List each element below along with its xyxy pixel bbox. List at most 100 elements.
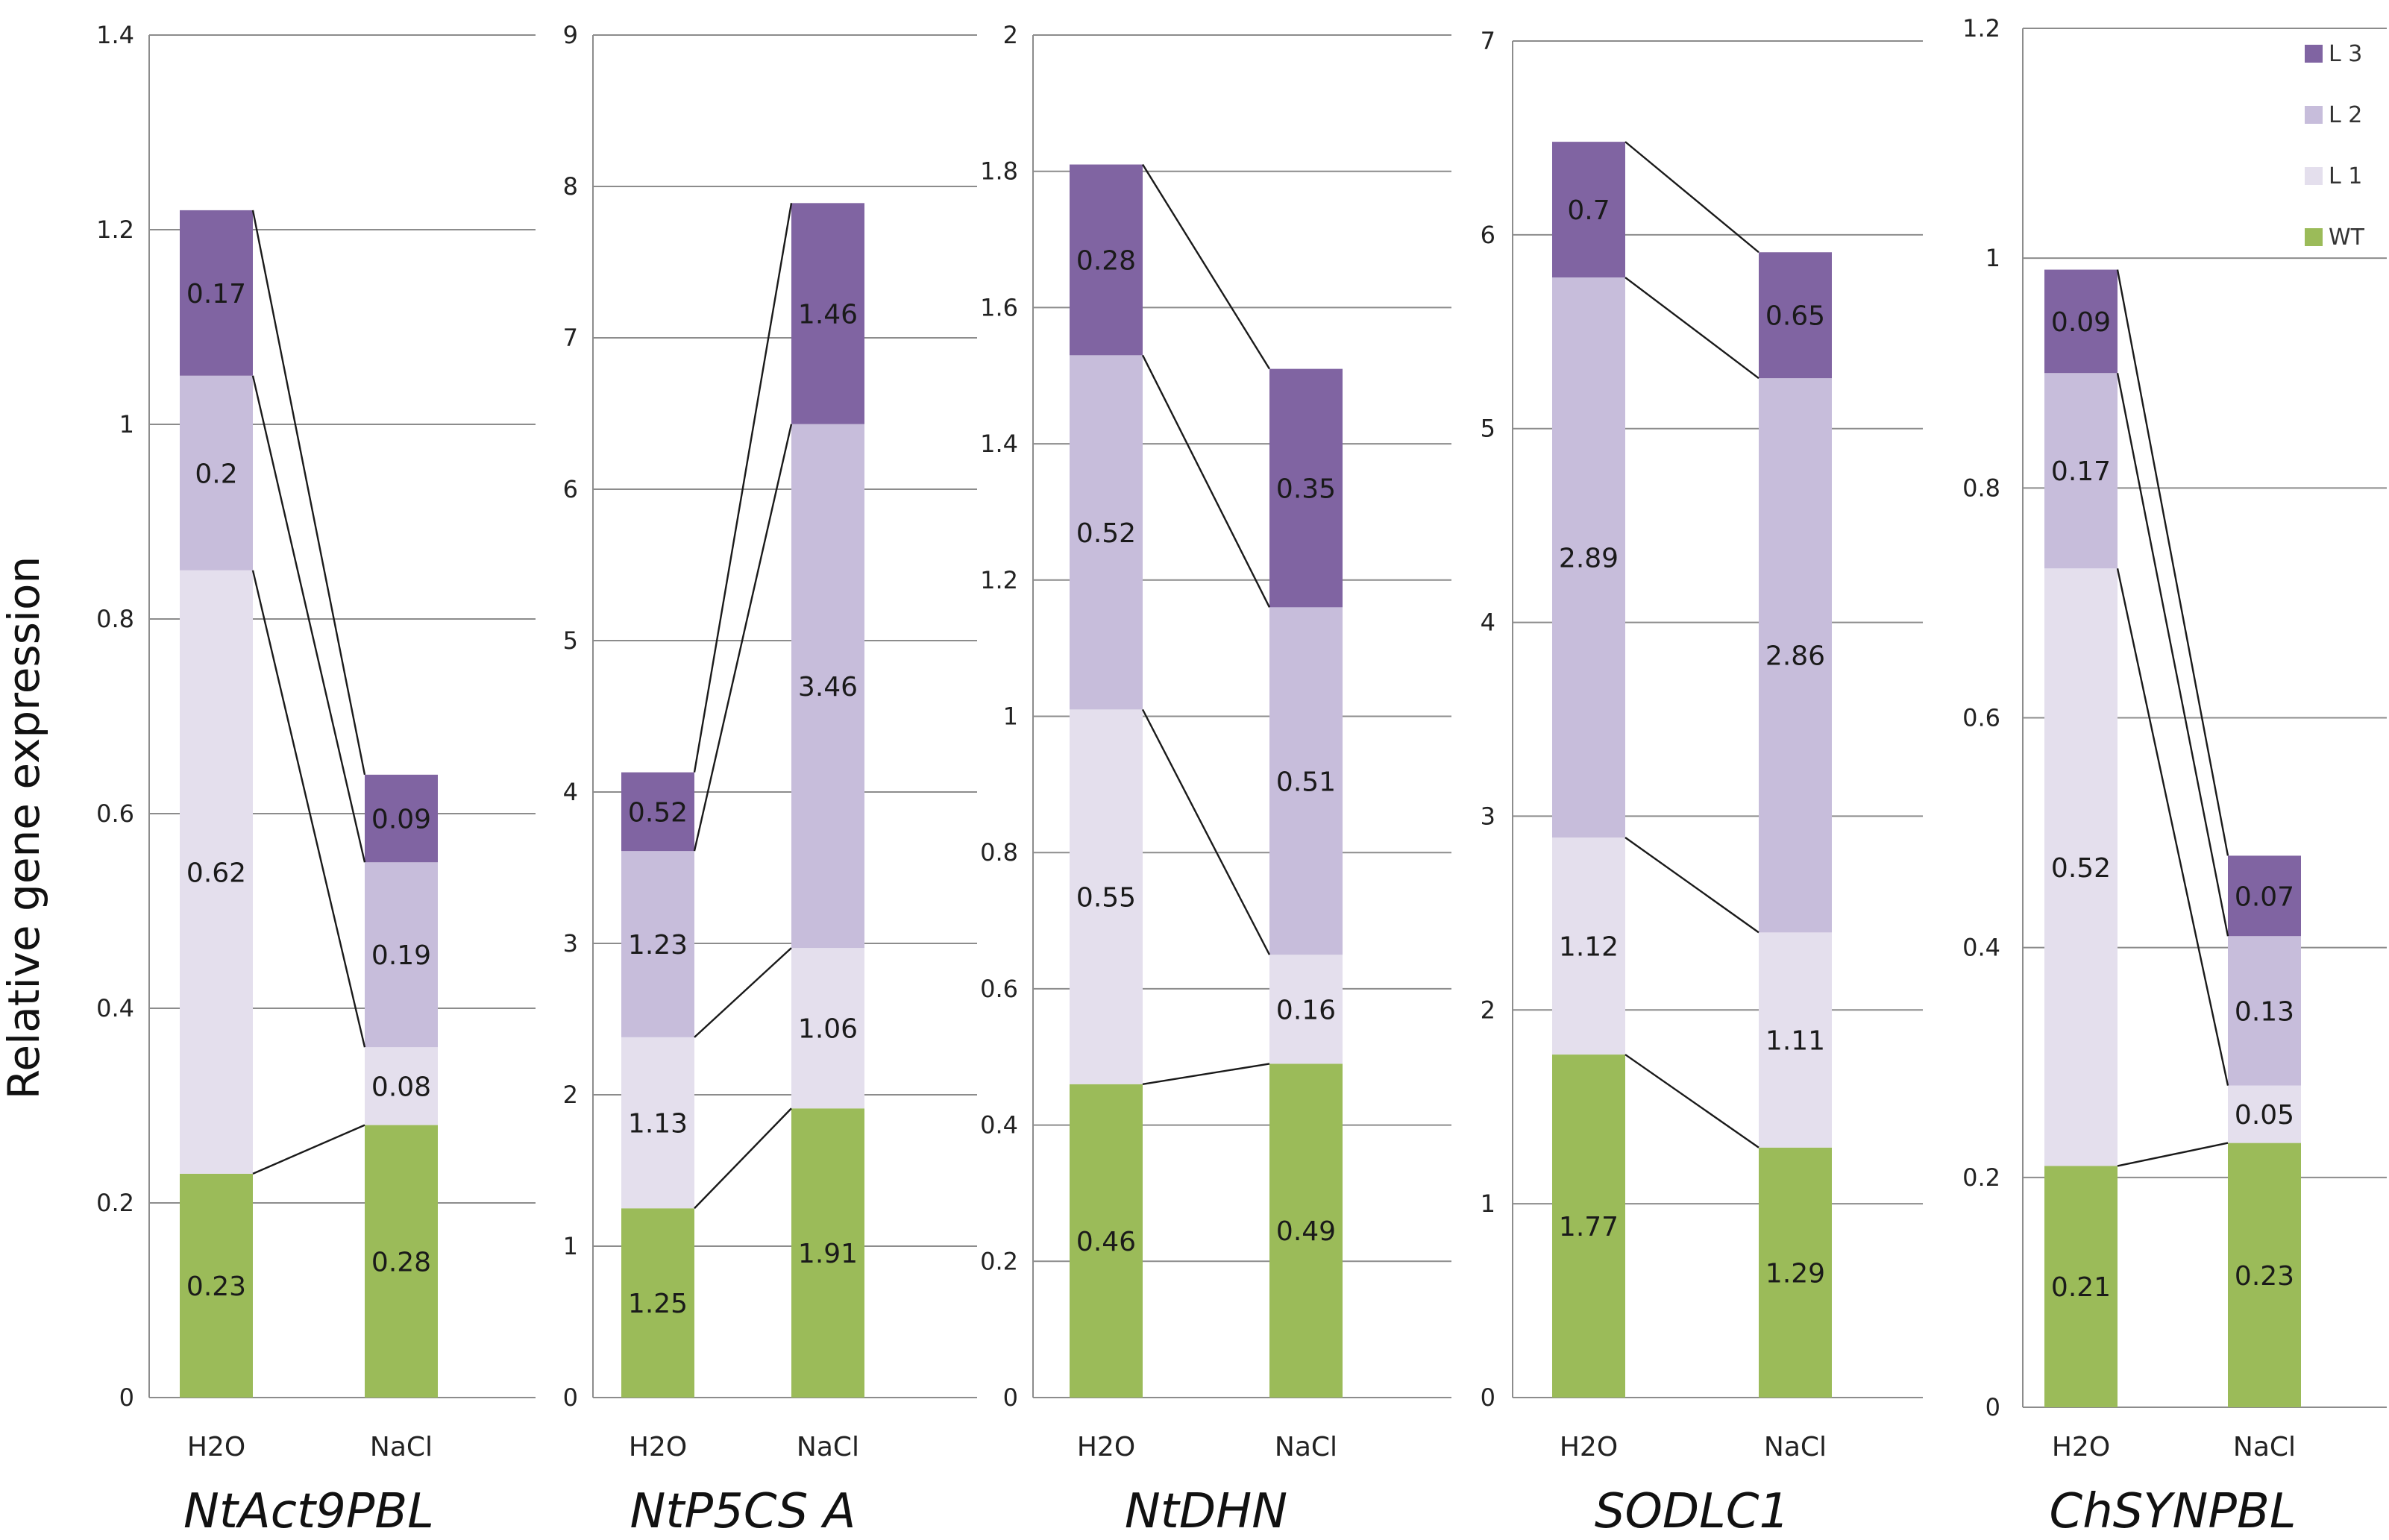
y-tick-label: 5 [1481, 415, 1495, 443]
y-tick-label: 0 [1985, 1393, 2000, 1421]
y-tick-label: 5 [563, 626, 578, 655]
connector-line [251, 210, 366, 776]
y-tick-label: 0.4 [980, 1111, 1018, 1140]
y-tick-label: 0.4 [96, 994, 134, 1022]
data-label: 0.09 [2051, 307, 2111, 338]
bar-segment-l3 [180, 210, 253, 376]
x-tick-label: H2O [1077, 1432, 1135, 1462]
data-label: 2.86 [1765, 641, 1825, 672]
y-tick-label: 0 [1481, 1383, 1495, 1412]
data-label: 0.7 [1567, 195, 1610, 226]
bar-segment-l1 [621, 1037, 694, 1209]
bar-segment-l2 [180, 375, 253, 571]
connector-line [2116, 269, 2229, 856]
data-label: 0.65 [1765, 301, 1825, 332]
y-tick-label: 4 [1481, 609, 1495, 637]
x-tick-label: NaCl [2233, 1432, 2296, 1462]
y-tick-label: 0.2 [980, 1247, 1018, 1275]
data-label: 1.77 [1559, 1212, 1619, 1242]
data-label: 0.16 [1276, 995, 1336, 1025]
bar-segment-l2 [1759, 378, 1832, 933]
bar-segment-wt [365, 1125, 438, 1398]
y-tick-label: 2 [1481, 996, 1495, 1024]
bar-segment-l3 [2228, 855, 2301, 937]
y-tick-label: 0.6 [1962, 704, 2000, 732]
data-label: 0.28 [1076, 245, 1136, 276]
panel-2: 0 1 2 3 4 5 6 7 8 9 1.25 1.13 1.23 0.52 1.91 1.06 3.46 1.… [563, 21, 977, 1539]
bar-segment-l2 [1269, 607, 1343, 955]
bar-segment-wt [1269, 1063, 1343, 1398]
connector-line [1141, 708, 1271, 955]
data-label: 0.19 [371, 940, 431, 971]
data-label: 0.13 [2235, 996, 2294, 1027]
y-tick-label: 1 [563, 1232, 578, 1260]
bar-segment-wt [2044, 1166, 2118, 1407]
y-tick-label: 7 [563, 324, 578, 352]
panel-4: 0 1 2 3 4 5 6 7 1.77 1.12 2.89 0.7 1.29 1.11 2.86 0.65 H… [1481, 27, 1923, 1539]
y-tick-label: 8 [563, 172, 578, 201]
y-tick-label: 1 [1985, 244, 2000, 272]
data-label: 1.29 [1765, 1258, 1825, 1289]
data-label: 0.55 [1076, 883, 1136, 914]
bar-segment-l1 [365, 1047, 438, 1125]
y-tick-label: 9 [563, 21, 578, 49]
data-label: 0.07 [2235, 881, 2294, 912]
gene-title: SODLC1 [1595, 1484, 1789, 1539]
data-label: 0.51 [1276, 767, 1336, 797]
bar-segment-l2 [2228, 936, 2301, 1086]
data-label: 0.21 [2051, 1272, 2111, 1303]
y-tick-label: 6 [563, 475, 578, 503]
data-label: 0.08 [371, 1072, 431, 1102]
bar-segment-l1 [1759, 932, 1832, 1148]
data-label: 1.23 [628, 930, 688, 961]
bar-segment-wt [180, 1173, 253, 1398]
y-tick-label: 0.2 [1962, 1163, 2000, 1192]
connector-line [693, 424, 793, 852]
y-tick-label: 1.2 [980, 566, 1018, 594]
y-tick-label: 1.2 [1962, 14, 2000, 43]
bar-segment-wt [1070, 1084, 1143, 1398]
gene-title: ChSYNPBL [2050, 1484, 2297, 1539]
x-tick-label: H2O [629, 1432, 687, 1462]
y-tick-label: 0.6 [980, 975, 1018, 1003]
data-label: 0.35 [1276, 474, 1336, 504]
data-label: 1.06 [798, 1014, 858, 1045]
data-label: 0.46 [1076, 1227, 1136, 1257]
connector-line [2116, 373, 2229, 937]
bar-segment-l3 [621, 772, 694, 852]
gene-title: NtDHN [1125, 1484, 1287, 1539]
data-label: 1.46 [798, 300, 858, 330]
data-label: 0.28 [371, 1247, 431, 1277]
data-label: 0.09 [371, 805, 431, 835]
data-label: 0.52 [628, 797, 688, 828]
y-tick-label: 0 [563, 1383, 578, 1412]
data-label: 0.17 [186, 279, 246, 309]
bar-segment-l3 [365, 774, 438, 863]
connector-line [694, 947, 792, 1038]
data-label: 0.62 [186, 858, 246, 888]
y-tick-label: 1.6 [980, 293, 1018, 321]
bar-segment-l1 [1269, 955, 1343, 1064]
bar-segment-l2 [2044, 373, 2118, 569]
bar-segment-l1 [791, 948, 864, 1109]
x-tick-label: NaCl [797, 1432, 859, 1462]
y-tick-label: 3 [563, 929, 578, 958]
data-label: 0.52 [2051, 853, 2111, 884]
connector-line [1624, 277, 1759, 380]
x-tick-label: NaCl [1764, 1432, 1827, 1462]
data-label: 0.49 [1276, 1216, 1336, 1247]
data-label: 1.91 [798, 1239, 858, 1269]
data-label: 0.23 [186, 1272, 246, 1302]
bar-segment-wt [791, 1108, 864, 1398]
bar-segment-l1 [2044, 568, 2118, 1166]
bar-segment-wt [1759, 1147, 1832, 1398]
bar-segment-l1 [180, 570, 253, 1174]
data-label: 0.52 [1076, 518, 1136, 549]
data-label: 2.89 [1559, 544, 1619, 574]
bar-segment-l1 [1552, 837, 1625, 1055]
y-tick-label: 0.8 [980, 838, 1018, 867]
bar-segment-l1 [2228, 1085, 2301, 1143]
bar-segment-l2 [365, 862, 438, 1048]
y-tick-label: 1.4 [96, 21, 134, 49]
